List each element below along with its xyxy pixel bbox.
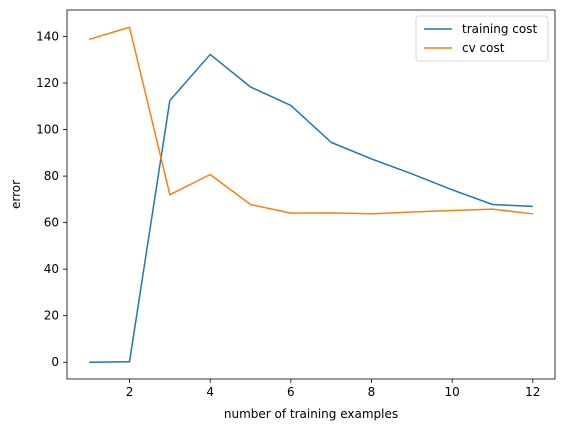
x-tick-label: 8 — [368, 385, 376, 399]
x-tick-label: 10 — [445, 385, 460, 399]
y-tick-label: 140 — [36, 30, 59, 44]
legend-label: cv cost — [462, 41, 505, 55]
legend-box — [415, 15, 549, 62]
y-tick-label: 0 — [51, 355, 59, 369]
legend: training cost cv cost — [415, 15, 549, 62]
series-line-0 — [89, 53, 533, 363]
y-tick-label: 80 — [44, 169, 59, 183]
y-tick-label: 120 — [36, 76, 59, 90]
y-axis: 0 20 40 60 80 100 120 140 — [36, 30, 67, 369]
x-tick-label: 2 — [126, 385, 134, 399]
y-tick-label: 100 — [36, 123, 59, 137]
series-line-1 — [88, 26, 533, 215]
y-tick-label: 40 — [44, 262, 59, 276]
x-axis-label: number of training examples — [224, 407, 398, 421]
y-axis-label: error — [9, 180, 23, 209]
legend-label: training cost — [462, 22, 537, 36]
y-tick-label: 20 — [44, 309, 59, 323]
axes-frame — [66, 9, 556, 380]
x-tick-label: 6 — [287, 385, 295, 399]
x-axis: 2 4 6 8 10 12 — [126, 379, 540, 399]
x-tick-label: 12 — [525, 385, 540, 399]
y-tick-label: 60 — [44, 216, 59, 230]
plot-layer — [88, 26, 533, 363]
x-tick-label: 4 — [206, 385, 214, 399]
